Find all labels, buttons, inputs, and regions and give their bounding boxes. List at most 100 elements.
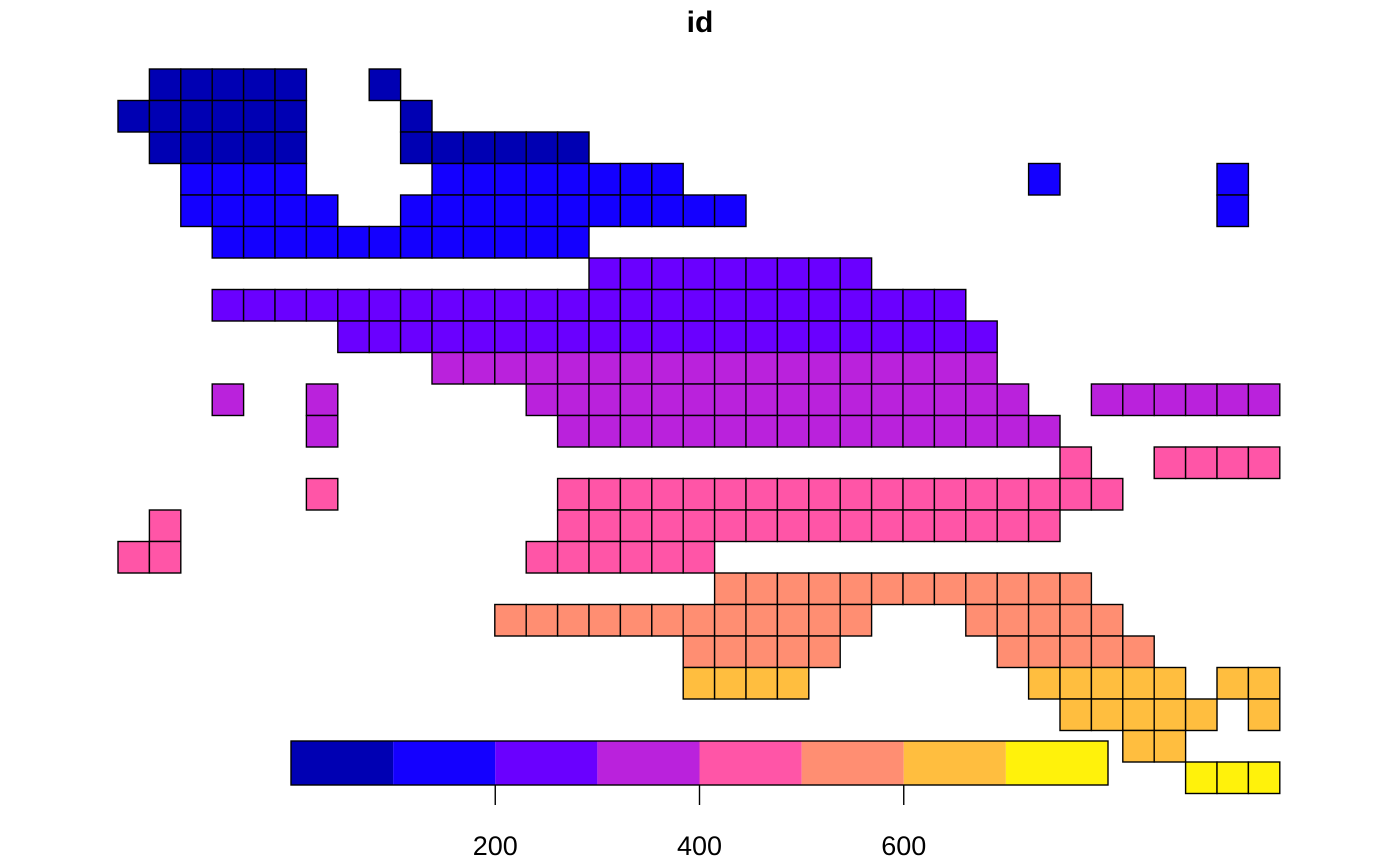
raster-cell <box>1027 477 1061 511</box>
raster-cell <box>588 603 622 637</box>
raster-cell <box>839 257 873 291</box>
raster-cell <box>902 351 936 385</box>
raster-cell <box>117 99 151 133</box>
raster-cell <box>462 131 496 165</box>
raster-cell <box>808 572 841 606</box>
raster-cell <box>148 68 182 102</box>
legend-swatch <box>597 741 700 785</box>
raster-cell <box>1090 603 1124 637</box>
raster-cell <box>211 194 245 228</box>
raster-cell <box>902 572 936 606</box>
legend-swatch <box>699 741 802 785</box>
raster-cell <box>1216 162 1250 196</box>
raster-cell <box>870 572 904 606</box>
raster-cell <box>431 288 465 322</box>
raster-cell <box>713 257 747 291</box>
raster-cell <box>933 320 967 354</box>
raster-cell <box>870 477 904 511</box>
raster-cell <box>808 288 841 322</box>
legend-tick-label: 400 <box>677 831 722 861</box>
raster-cell <box>996 414 1030 448</box>
raster-cell <box>839 477 873 511</box>
raster-cell <box>556 414 590 448</box>
raster-cell <box>682 383 716 417</box>
raster-cell <box>682 540 716 574</box>
raster-cell <box>713 666 747 700</box>
raster-cell <box>494 288 527 322</box>
raster-cell <box>525 131 559 165</box>
raster-cell <box>180 162 213 196</box>
raster-cell <box>1059 572 1093 606</box>
raster-cell <box>556 320 590 354</box>
raster-cell <box>1184 698 1218 732</box>
raster-cell <box>462 162 496 196</box>
raster-cell <box>965 477 998 511</box>
chart-title: id <box>686 6 714 39</box>
raster-cell <box>839 572 873 606</box>
raster-cell <box>148 509 182 543</box>
raster-cell <box>902 320 936 354</box>
raster-cell <box>1059 698 1093 732</box>
raster-cell <box>776 351 810 385</box>
raster-cell <box>933 572 967 606</box>
raster-cell <box>525 288 559 322</box>
raster-cell <box>682 666 716 700</box>
raster-cell <box>745 603 779 637</box>
raster-cell <box>713 572 747 606</box>
raster-cell <box>1027 509 1061 543</box>
raster-cell <box>839 383 873 417</box>
raster-cell <box>965 509 998 543</box>
raster-cell <box>1122 383 1155 417</box>
raster-cell <box>651 414 684 448</box>
raster-cell <box>148 99 182 133</box>
raster-cell <box>808 383 841 417</box>
raster-cell <box>1090 666 1124 700</box>
raster-cell <box>619 383 653 417</box>
raster-cell <box>682 257 716 291</box>
raster-cell <box>1122 698 1155 732</box>
raster-cell <box>274 225 308 259</box>
raster-cell <box>808 509 841 543</box>
raster-cell <box>776 320 810 354</box>
raster-cell <box>651 320 684 354</box>
raster-cell <box>1027 635 1061 669</box>
raster-cell <box>211 383 245 417</box>
raster-cell <box>682 509 716 543</box>
raster-cell <box>525 320 559 354</box>
raster-cell <box>776 572 810 606</box>
raster-cell <box>713 288 747 322</box>
legend-swatch <box>393 741 496 785</box>
raster-cell <box>713 477 747 511</box>
raster-cell <box>211 288 245 322</box>
raster-cell <box>431 351 465 385</box>
raster-cell <box>839 509 873 543</box>
raster-cell <box>902 383 936 417</box>
raster-cell <box>180 131 213 165</box>
raster-cell <box>368 225 402 259</box>
raster-cell <box>745 351 779 385</box>
raster-cell <box>242 131 276 165</box>
raster-cell <box>996 572 1030 606</box>
raster-cell <box>1184 446 1218 480</box>
raster-cell <box>494 131 527 165</box>
raster-cell <box>713 383 747 417</box>
raster-cell <box>556 162 590 196</box>
raster-cell <box>431 162 465 196</box>
raster-cell <box>651 257 684 291</box>
raster-cell <box>776 383 810 417</box>
raster-cell <box>933 383 967 417</box>
raster-cell <box>1027 603 1061 637</box>
raster-cell <box>242 99 276 133</box>
legend-tick-label: 600 <box>881 831 926 861</box>
raster-cell <box>713 635 747 669</box>
raster-cell <box>965 320 998 354</box>
raster-cell <box>808 320 841 354</box>
raster-cell <box>933 509 967 543</box>
raster-cell <box>1090 698 1124 732</box>
raster-cell <box>368 320 402 354</box>
raster-cell <box>462 351 496 385</box>
raster-cell <box>556 383 590 417</box>
raster-cell <box>808 351 841 385</box>
raster-cell <box>337 225 370 259</box>
raster-cell <box>933 288 967 322</box>
